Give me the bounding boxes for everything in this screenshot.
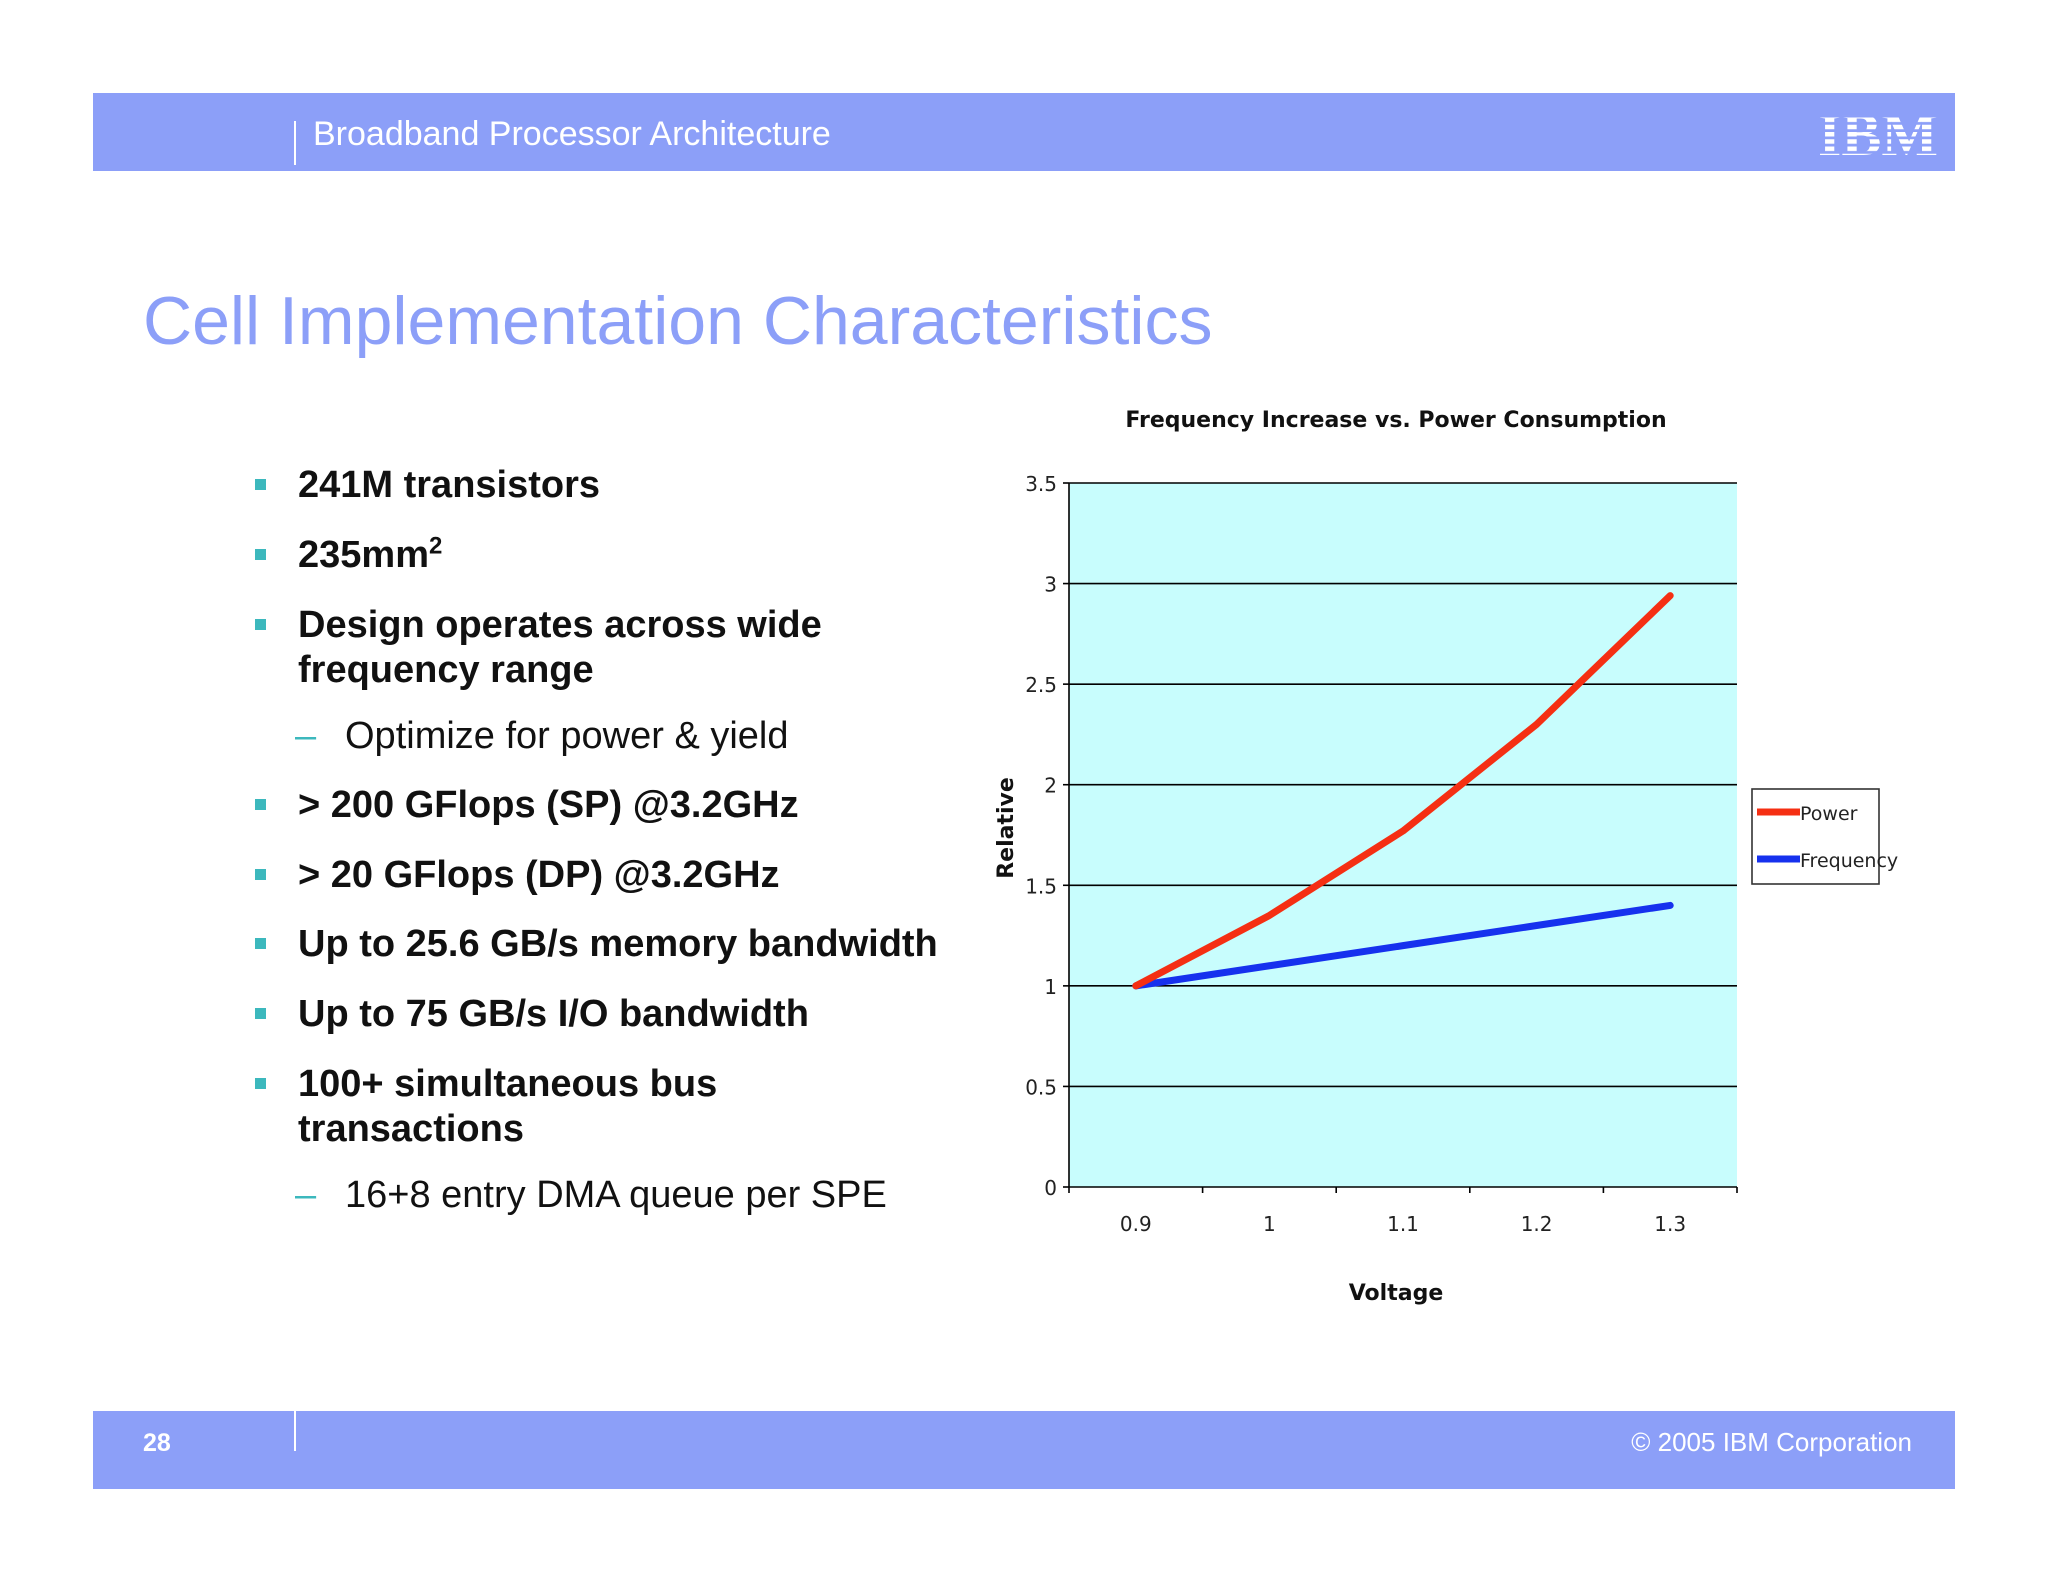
bullet-text: Design operates across wide	[298, 604, 822, 646]
legend: Power Frequency	[1751, 788, 1898, 885]
bullet-marker	[255, 869, 266, 880]
series-line-frequency	[1132, 901, 1674, 990]
y-tick-label: 1.5	[1025, 874, 1057, 898]
x-tick-label: 1	[1263, 1212, 1276, 1236]
y-tick-label: 0	[1044, 1176, 1057, 1200]
header-divider	[294, 121, 296, 165]
sub-bullet-text: Optimize for power & yield	[345, 715, 789, 757]
bullet-marker	[255, 619, 266, 630]
chart-title: Frequency Increase vs. Power Consumption	[1125, 408, 1666, 433]
legend-label: Power	[1800, 803, 1858, 825]
bullet-text: > 20 GFlops (DP) @3.2GHz	[298, 854, 780, 896]
header-title: Broadband Processor Architecture	[313, 115, 831, 153]
y-tick-label: 3.5	[1025, 472, 1057, 496]
footer-band: 28 © 2005 IBM Corporation	[93, 1411, 1955, 1489]
bullet-text: Up to 25.6 GB/s memory bandwidth	[298, 923, 938, 965]
x-tick-label: 1.3	[1654, 1212, 1686, 1236]
bullet-text: frequency range	[298, 649, 594, 691]
bullet-text: > 200 GFlops (SP) @3.2GHz	[298, 784, 799, 826]
bullet-marker	[255, 799, 266, 810]
bullet-marker	[255, 479, 266, 490]
x-tick-label: 0.9	[1120, 1212, 1152, 1236]
header-band: Broadband Processor Architecture IBM	[93, 93, 1955, 171]
ibm-logo: IBM	[1818, 103, 1938, 161]
dash-marker: –	[295, 1174, 317, 1216]
bullet-text: 235mm2	[298, 532, 443, 576]
bullet-text: Up to 75 GB/s I/O bandwidth	[298, 993, 809, 1035]
y-tick-label: 2.5	[1025, 673, 1057, 697]
page-number: 28	[143, 1429, 171, 1457]
bullet-text: transactions	[298, 1108, 524, 1150]
slide-title: Cell Implementation Characteristics	[143, 283, 1213, 359]
footer-divider	[294, 1411, 296, 1451]
ibm-logo-text: IBM	[1818, 103, 1938, 161]
x-tick-label: 1.1	[1387, 1212, 1419, 1236]
gridlines	[1069, 482, 1737, 1088]
y-axis-label: Relative	[994, 777, 1019, 879]
y-tick-label: 1	[1044, 975, 1057, 999]
x-tick-label: 1.2	[1521, 1212, 1553, 1236]
x-axis-label: Voltage	[1349, 1281, 1444, 1306]
legend-label: Frequency	[1800, 850, 1898, 872]
superscript: 2	[428, 532, 443, 560]
bullet-marker	[255, 1078, 266, 1089]
series-lines	[1132, 592, 1674, 990]
bullet-marker	[255, 1008, 266, 1019]
series-line-power	[1132, 592, 1674, 990]
y-tick-label: 0.5	[1025, 1075, 1057, 1099]
dash-marker: –	[295, 715, 317, 757]
sub-bullet-text: 16+8 entry DMA queue per SPE	[345, 1174, 887, 1216]
y-tick-label: 3	[1044, 573, 1057, 597]
copyright-text: © 2005 IBM Corporation	[1631, 1427, 1912, 1457]
x-axis: 0.9 1 1.1 1.2 1.3	[1068, 1186, 1738, 1236]
y-tick-label: 2	[1044, 774, 1057, 798]
bullet-marker	[255, 549, 266, 560]
bullet-text: 100+ simultaneous bus	[298, 1063, 718, 1105]
y-axis: 0 0.5 1 1.5 2 2.5 3 3.5	[1025, 472, 1070, 1200]
bullet-text: 241M transistors	[298, 464, 601, 506]
bullet-marker	[255, 938, 266, 949]
legend-box	[1751, 788, 1880, 885]
